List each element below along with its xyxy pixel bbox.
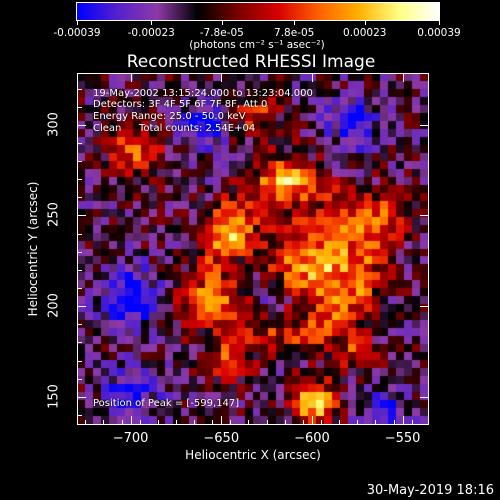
y-tick-label: 300 [46,111,62,137]
x-minor-tick [248,420,249,424]
x-minor-tick [103,420,104,424]
y-tick-mark [78,306,86,307]
y-tick-mark [78,397,86,398]
footer-timestamp: 30-May-2019 18:16 [366,483,494,498]
colorbar-tick-label: -0.00039 [53,27,101,39]
y-minor-tick [78,215,82,216]
y-minor-tick [78,379,82,380]
colorbar-tick-mark [365,20,366,25]
colorbar-units: (photons cm⁻² s⁻¹ asec⁻²) [189,39,325,51]
x-tick-mark [403,416,404,424]
colorbar-tick-mark [439,20,440,25]
x-minor-tick [267,420,268,424]
y-minor-tick [78,397,82,398]
y-tick-label: 150 [46,383,62,409]
y-tick-mark [420,306,428,307]
x-minor-tick [158,420,159,424]
annotation-total-counts: Total counts: 2.54E+04 [139,123,256,134]
x-minor-tick [394,420,395,424]
y-minor-tick [78,324,82,325]
colorbar-tick-label: 0.00039 [417,27,461,39]
y-tick-mark [420,125,428,126]
y-minor-tick [78,107,82,108]
y-minor-tick [78,415,82,416]
y-minor-tick [78,234,82,235]
y-tick-mark [420,397,428,398]
x-tick-mark [221,74,222,82]
x-minor-tick [321,420,322,424]
y-tick-mark [78,215,86,216]
x-minor-tick [375,420,376,424]
annotation-detectors: Detectors: 3F 4F 5F 6F 7F 8F, Att 0 [93,99,268,110]
y-tick-label: 200 [46,293,62,319]
heatmap-image [78,74,428,424]
y-tick-mark [78,125,86,126]
colorbar-tick-mark [294,20,295,25]
x-minor-tick [176,420,177,424]
x-minor-tick [303,420,304,424]
y-minor-tick [78,361,82,362]
x-tick-mark [221,416,222,424]
x-minor-tick [412,420,413,424]
x-minor-tick [212,420,213,424]
colorbar-tick-label: -7.8e-05 [199,27,244,39]
colorbar-gradient [77,3,439,20]
x-minor-tick [285,420,286,424]
y-tick-mark [420,215,428,216]
colorbar-tick-label: -0.00023 [127,27,175,39]
y-tick-label: 250 [46,202,62,228]
annotation-clean: Clean [93,123,122,134]
x-minor-tick [357,420,358,424]
y-axis-label: Heliocentric Y (arcsec) [26,181,40,317]
colorbar-frame [76,2,440,21]
colorbar-tick-label: 0.00023 [343,27,387,39]
x-tick-mark [312,416,313,424]
annotation-peak-position: Position of Peak = [-599,147] [93,398,240,409]
y-minor-tick [78,288,82,289]
y-minor-tick [78,161,82,162]
x-tick-label: −600 [294,431,330,446]
y-minor-tick [78,89,82,90]
y-minor-tick [78,252,82,253]
x-minor-tick [194,420,195,424]
y-minor-tick [78,197,82,198]
colorbar-tick-label: 7.8e-05 [274,27,315,39]
x-tick-mark [312,74,313,82]
x-minor-tick [339,420,340,424]
annotation-time-range: 19-May-2002 13:15:24.000 to 13:23:04.000 [93,88,313,99]
y-minor-tick [78,179,82,180]
x-tick-mark [131,416,132,424]
x-tick-mark [131,74,132,82]
x-minor-tick [230,420,231,424]
colorbar-tick-mark [151,20,152,25]
plot-area: 19-May-2002 13:15:24.000 to 13:23:04.000… [78,74,428,424]
annotation-energy-range: Energy Range: 25.0 - 50.0 keV [93,111,246,122]
chart-title: Reconstructed RHESSI Image [126,52,376,72]
x-axis-label: Heliocentric X (arcsec) [185,448,321,462]
x-tick-mark [403,74,404,82]
x-tick-label: −650 [203,431,240,446]
y-minor-tick [78,270,82,271]
y-minor-tick [78,306,82,307]
colorbar-tick-mark [77,20,78,25]
y-minor-tick [78,143,82,144]
x-tick-label: −550 [384,431,421,446]
x-minor-tick [140,420,141,424]
y-minor-tick [78,342,82,343]
x-tick-label: −700 [112,431,149,446]
y-minor-tick [78,125,82,126]
x-minor-tick [122,420,123,424]
colorbar-tick-mark [222,20,223,25]
x-minor-tick [85,420,86,424]
